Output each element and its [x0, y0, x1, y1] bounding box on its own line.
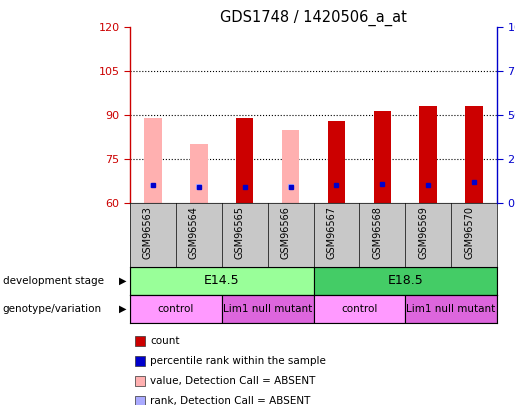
Bar: [150, 183, 156, 188]
Bar: [420, 106, 437, 203]
Text: GSM96566: GSM96566: [281, 206, 290, 259]
Bar: [236, 118, 253, 203]
Bar: [314, 267, 497, 295]
Bar: [328, 121, 345, 203]
Bar: [222, 295, 314, 323]
Text: ▶: ▶: [118, 276, 126, 286]
Text: Lim1 null mutant: Lim1 null mutant: [223, 304, 312, 314]
Text: percentile rank within the sample: percentile rank within the sample: [150, 356, 326, 366]
Bar: [373, 111, 391, 203]
Bar: [130, 295, 222, 323]
Text: GSM96565: GSM96565: [235, 206, 245, 259]
Text: control: control: [341, 304, 377, 314]
Text: count: count: [150, 336, 180, 346]
Text: value, Detection Call = ABSENT: value, Detection Call = ABSENT: [150, 376, 316, 386]
Text: GSM96564: GSM96564: [189, 206, 199, 259]
Text: ▶: ▶: [118, 304, 126, 314]
Bar: [287, 184, 294, 190]
Text: development stage: development stage: [3, 276, 104, 286]
Bar: [144, 118, 162, 203]
Text: GSM96570: GSM96570: [464, 206, 474, 259]
Text: GSM96569: GSM96569: [418, 206, 428, 259]
Bar: [130, 267, 314, 295]
Text: GSM96568: GSM96568: [372, 206, 382, 259]
Bar: [282, 130, 299, 203]
Text: rank, Detection Call = ABSENT: rank, Detection Call = ABSENT: [150, 396, 311, 405]
Bar: [466, 106, 483, 203]
Text: GSM96567: GSM96567: [327, 206, 336, 259]
Bar: [196, 184, 202, 190]
Bar: [314, 295, 405, 323]
Title: GDS1748 / 1420506_a_at: GDS1748 / 1420506_a_at: [220, 9, 407, 26]
Bar: [190, 144, 208, 203]
Text: Lim1 null mutant: Lim1 null mutant: [406, 304, 496, 314]
Text: E14.5: E14.5: [204, 275, 239, 288]
Bar: [405, 295, 497, 323]
Text: GSM96563: GSM96563: [143, 206, 153, 259]
Text: genotype/variation: genotype/variation: [3, 304, 101, 314]
Text: E18.5: E18.5: [387, 275, 423, 288]
Text: control: control: [158, 304, 194, 314]
